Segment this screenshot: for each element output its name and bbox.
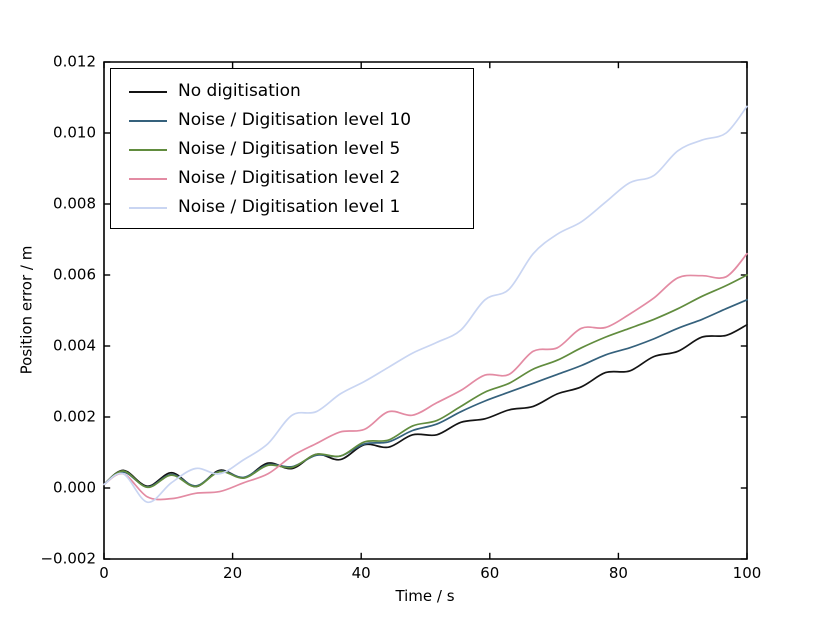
series-line-3 (103, 252, 748, 501)
legend-line-swatch (129, 177, 167, 180)
y-tick-label: 0.008 (53, 194, 96, 213)
x-axis-label: Time / s (395, 587, 455, 605)
y-tick-label: 0.002 (53, 407, 96, 426)
series-line-1 (103, 298, 748, 488)
legend-item: Noise / Digitisation level 5 (111, 135, 467, 164)
legend-item-label: Noise / Digitisation level 1 (178, 197, 401, 217)
legend-item-label: Noise / Digitisation level 5 (178, 139, 401, 159)
legend-line-swatch (129, 90, 167, 93)
y-tick-label: −0.002 (40, 549, 96, 568)
y-tick-label: 0.000 (53, 478, 96, 497)
y-axis-label: Position error / m (17, 245, 36, 375)
x-tick-label: 20 (223, 564, 243, 582)
y-tick-label: 0.010 (53, 123, 96, 142)
y-tick-label: 0.004 (53, 336, 96, 355)
legend: No digitisation Noise / Digitisation leve… (110, 68, 474, 229)
y-tick-label: 0.012 (53, 52, 96, 71)
legend-line-swatch (129, 148, 167, 151)
x-tick-label: 0 (99, 564, 109, 582)
series-line-2 (103, 274, 748, 489)
series-line-4 (103, 105, 748, 504)
y-tick-label: 0.006 (53, 265, 96, 284)
x-tick-label: 80 (608, 564, 628, 582)
legend-item: Noise / Digitisation level 2 (111, 164, 467, 193)
x-tick-label: 100 (732, 564, 762, 582)
legend-item: No digitisation (111, 77, 467, 106)
legend-line-swatch (129, 206, 167, 209)
x-tick-label: 40 (351, 564, 371, 582)
x-tick-label: 60 (480, 564, 500, 582)
legend-item-label: Noise / Digitisation level 2 (178, 168, 401, 188)
legend-item: Noise / Digitisation level 1 (111, 193, 467, 222)
legend-item-label: No digitisation (178, 81, 301, 101)
legend-item: Noise / Digitisation level 10 (111, 106, 467, 135)
series-line-0 (103, 323, 748, 488)
legend-line-swatch (129, 119, 167, 122)
legend-item-label: Noise / Digitisation level 10 (178, 110, 412, 130)
